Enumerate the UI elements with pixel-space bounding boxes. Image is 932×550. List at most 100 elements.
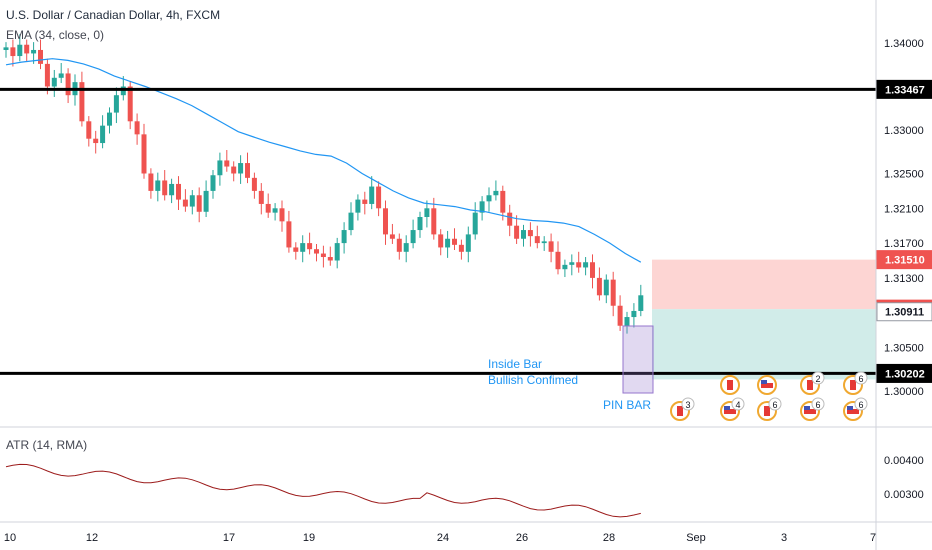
candles	[3, 34, 644, 334]
atr-line	[5, 463, 641, 518]
us-canton-icon	[761, 380, 767, 384]
candle-body	[507, 212, 513, 226]
economic-events[interactable]: 3 4 6 2 6 6 6	[670, 371, 868, 421]
candle-body	[79, 82, 85, 122]
candle-body	[396, 238, 402, 252]
event-count: 4	[735, 400, 740, 410]
candle-body	[596, 277, 602, 296]
candle-body	[603, 279, 609, 296]
candle-body	[196, 195, 202, 212]
candle-body	[265, 203, 271, 213]
candle-body	[279, 208, 285, 222]
maple-leaf-icon	[850, 380, 856, 390]
time-tick-label: Sep	[686, 532, 706, 544]
candle-body	[383, 208, 388, 235]
us-stripes-icon	[804, 409, 816, 414]
event-count: 6	[772, 400, 777, 410]
candle-body	[445, 238, 451, 248]
candle-body	[534, 236, 540, 244]
candle-body	[521, 230, 526, 239]
candle-body	[327, 257, 333, 261]
horizontal-levels[interactable]	[0, 87, 876, 375]
stop-zone	[652, 259, 876, 310]
price-tick-label: 1.33000	[884, 125, 924, 137]
candle-body	[182, 199, 188, 207]
price-tag	[876, 79, 932, 99]
candle-body	[127, 86, 133, 122]
candle-body	[465, 234, 471, 252]
ema-legend: EMA (34, close, 0)	[6, 28, 105, 42]
ema-34-line	[5, 58, 642, 263]
bullish-confirmed-label: Bullish Confimed	[488, 373, 579, 387]
candle-body	[44, 63, 50, 87]
candle-body	[300, 243, 306, 252]
candle-body	[500, 190, 506, 213]
candle-body	[293, 247, 299, 252]
maple-leaf-icon	[727, 380, 733, 390]
candle-body	[341, 230, 347, 244]
candle-body	[231, 166, 237, 174]
candle-body	[348, 212, 354, 231]
candle-body	[431, 208, 437, 235]
candle-body	[86, 121, 92, 139]
price-axis[interactable]: 1.340001.335001.330001.325001.321001.317…	[875, 0, 932, 550]
atr-tick-label: 0.00300	[884, 489, 924, 501]
candle-body	[527, 230, 533, 237]
candle-body	[307, 243, 313, 250]
candle-body	[100, 125, 106, 144]
us-stripes-icon	[761, 383, 773, 388]
us-stripes-icon	[724, 409, 736, 414]
candle-body	[58, 73, 64, 78]
pin-bar-highlight	[622, 325, 654, 394]
candle-body	[334, 243, 340, 261]
price-tag-label: 1.30911	[885, 307, 924, 319]
candle-body	[286, 221, 292, 248]
event-count-badge	[731, 397, 745, 411]
candle-body	[362, 199, 368, 204]
candle-body	[38, 49, 43, 64]
candle-body	[376, 186, 382, 209]
candle-body	[113, 95, 119, 113]
candle-body	[590, 262, 595, 278]
maple-leaf-icon	[677, 406, 683, 416]
us-canton-icon	[847, 406, 853, 410]
candle-body	[452, 238, 457, 245]
event-count-badge	[854, 371, 868, 385]
event-count-badge	[854, 397, 868, 411]
us-stripes-icon	[847, 409, 859, 414]
candle-body	[631, 310, 637, 318]
time-tick-label: 12	[86, 532, 98, 544]
candle-body	[51, 77, 57, 87]
us-canton-icon	[724, 406, 730, 410]
candle-body	[10, 47, 16, 57]
time-tick-label: 19	[303, 532, 315, 544]
candle-body	[410, 230, 416, 244]
candle-body	[31, 49, 37, 54]
inside-bar-label: Inside Bar	[488, 357, 543, 371]
atr-pane	[0, 426, 932, 523]
candle-body	[217, 160, 223, 176]
candle-body	[486, 195, 492, 202]
price-tick-label: 1.31700	[884, 238, 924, 250]
time-tick-label: 26	[516, 532, 528, 544]
event-count: 3	[685, 400, 690, 410]
target-zone	[652, 309, 876, 380]
candle-body	[569, 262, 575, 265]
time-axis[interactable]: 10 12 17 19 24 26 28 Sep 3 7	[4, 532, 876, 544]
event-count: 6	[858, 400, 863, 410]
candle-body	[155, 180, 161, 191]
pin-bar-box	[622, 325, 654, 394]
candle-body	[369, 186, 375, 204]
time-tick-label: 28	[603, 532, 615, 544]
price-tag-label: 1.33467	[885, 84, 925, 96]
price-tick-label: 1.31300	[884, 273, 924, 285]
candle-body	[272, 208, 278, 213]
candle-body	[514, 225, 520, 239]
price-tick-label: 1.30500	[884, 343, 924, 355]
candle-body	[314, 249, 319, 254]
atr-legend: ATR (14, RMA)	[6, 438, 88, 452]
ema-line	[5, 58, 642, 263]
candle-body	[176, 183, 181, 200]
candle-body	[24, 44, 30, 54]
